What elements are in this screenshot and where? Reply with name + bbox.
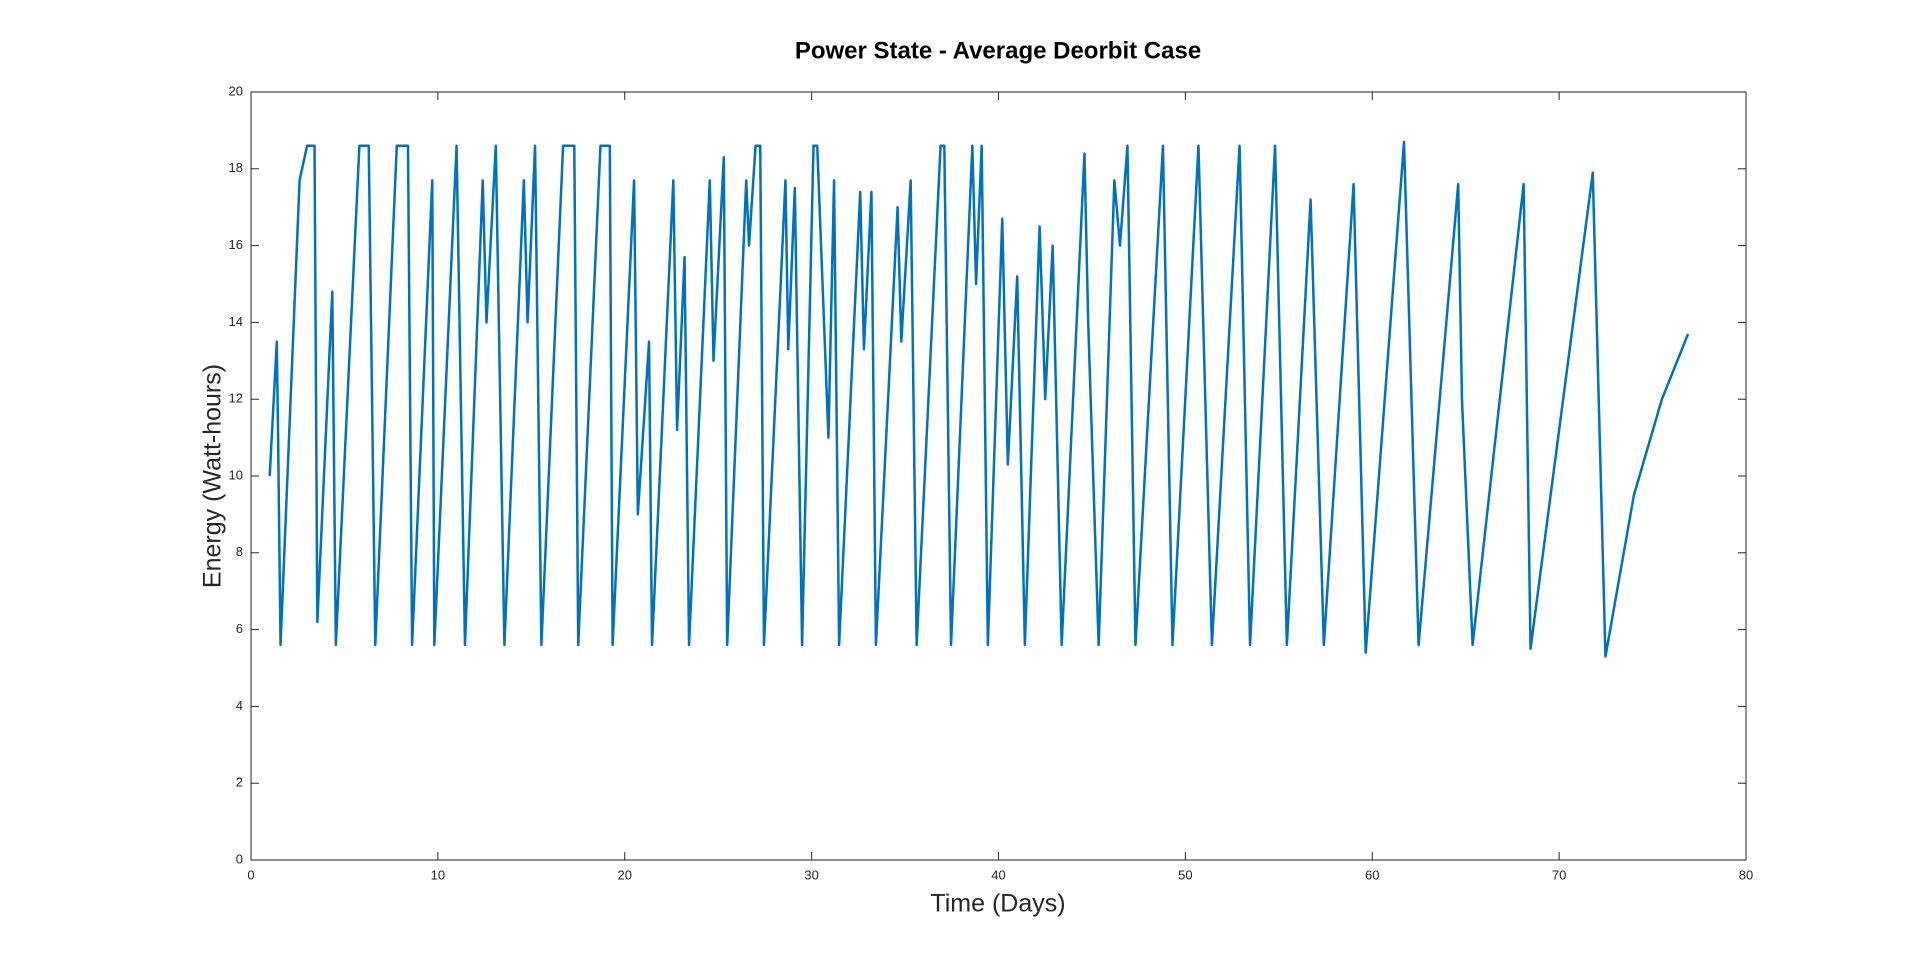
y-tick-label: 0 (236, 851, 243, 866)
y-tick-label: 18 (229, 160, 243, 175)
x-tick-label: 70 (1552, 867, 1566, 882)
y-tick-label: 10 (229, 467, 243, 482)
x-tick-label: 60 (1365, 867, 1379, 882)
x-axis-label: Time (Days) (930, 890, 1065, 918)
y-tick-label: 14 (229, 314, 243, 329)
x-tick-label: 10 (431, 867, 445, 882)
x-tick-label: 30 (804, 867, 818, 882)
x-tick-label: 40 (991, 867, 1005, 882)
x-tick-label: 50 (1178, 867, 1192, 882)
x-tick-label: 0 (247, 867, 254, 882)
y-tick-label: 12 (229, 391, 243, 406)
y-tick-label: 8 (236, 544, 243, 559)
y-axis-label: Energy (Watt-hours) (199, 364, 227, 588)
y-tick-label: 16 (229, 237, 243, 252)
y-tick-label: 4 (236, 698, 243, 713)
x-tick-label: 80 (1739, 867, 1753, 882)
y-tick-label: 6 (236, 621, 243, 636)
data-line (268, 140, 1690, 658)
chart-title: Power State - Average Deorbit Case (795, 37, 1201, 64)
y-tick-label: 2 (236, 775, 243, 790)
x-tick-label: 20 (618, 867, 632, 882)
y-tick-label: 20 (229, 83, 243, 98)
